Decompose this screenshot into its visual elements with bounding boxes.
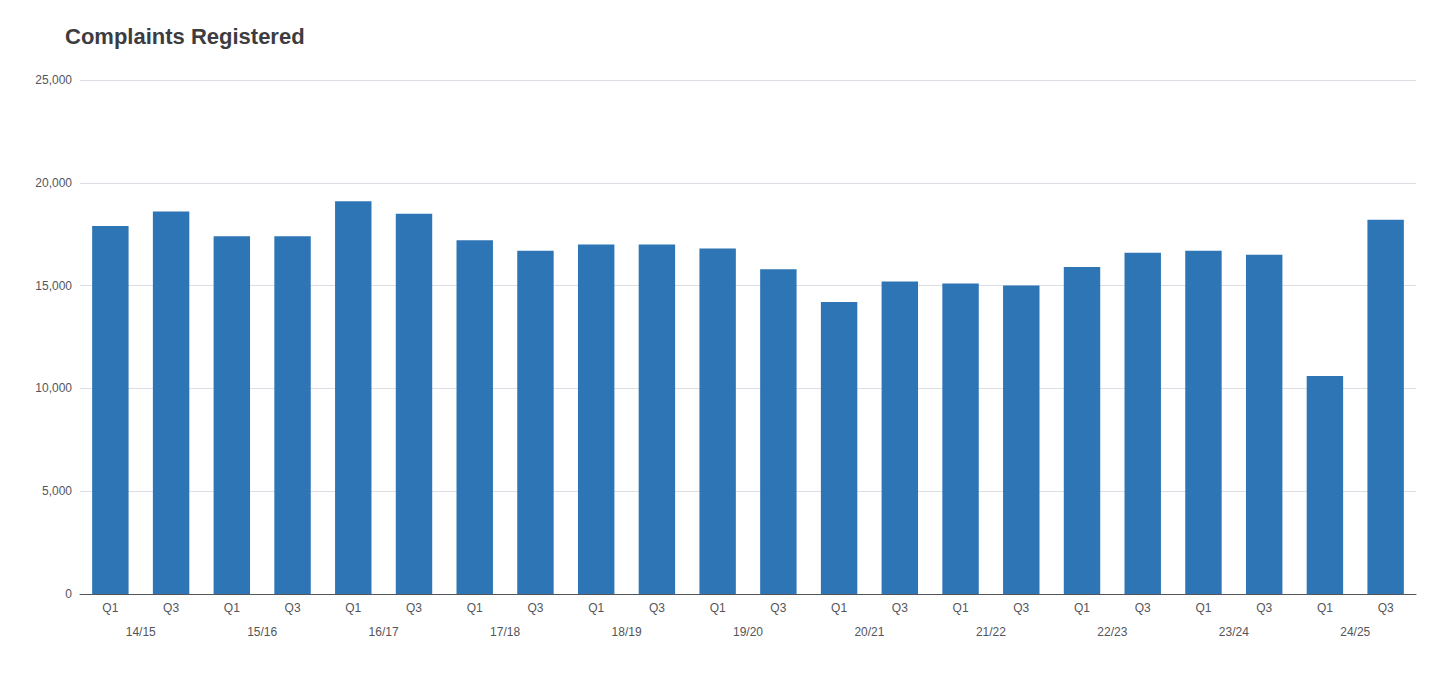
svg-text:22/23: 22/23: [1097, 625, 1127, 639]
svg-text:Q3: Q3: [1013, 601, 1029, 615]
svg-text:Q3: Q3: [527, 601, 543, 615]
svg-text:14/15: 14/15: [126, 625, 156, 639]
svg-text:Q1: Q1: [345, 601, 361, 615]
svg-text:25,000: 25,000: [35, 73, 72, 87]
svg-text:Q1: Q1: [710, 601, 726, 615]
svg-text:20/21: 20/21: [854, 625, 884, 639]
svg-text:10,000: 10,000: [35, 381, 72, 395]
svg-text:Q3: Q3: [163, 601, 179, 615]
svg-text:Q3: Q3: [1256, 601, 1272, 615]
svg-text:Complaints Registered: Complaints Registered: [65, 24, 305, 49]
svg-text:Q3: Q3: [406, 601, 422, 615]
svg-text:Q1: Q1: [1317, 601, 1333, 615]
svg-text:Q3: Q3: [285, 601, 301, 615]
svg-text:15/16: 15/16: [247, 625, 277, 639]
svg-text:18/19: 18/19: [612, 625, 642, 639]
svg-text:24/25: 24/25: [1340, 625, 1370, 639]
svg-text:Q1: Q1: [588, 601, 604, 615]
svg-text:21/22: 21/22: [976, 625, 1006, 639]
svg-text:23/24: 23/24: [1219, 625, 1249, 639]
svg-text:Q3: Q3: [892, 601, 908, 615]
svg-text:16/17: 16/17: [369, 625, 399, 639]
svg-text:Q1: Q1: [831, 601, 847, 615]
svg-text:17/18: 17/18: [490, 625, 520, 639]
svg-text:Q1: Q1: [467, 601, 483, 615]
svg-text:Q1: Q1: [953, 601, 969, 615]
svg-text:15,000: 15,000: [35, 279, 72, 293]
svg-text:Q1: Q1: [102, 601, 118, 615]
svg-text:5,000: 5,000: [42, 484, 72, 498]
svg-text:Q1: Q1: [1074, 601, 1090, 615]
svg-text:19/20: 19/20: [733, 625, 763, 639]
svg-text:20,000: 20,000: [35, 176, 72, 190]
svg-text:Q1: Q1: [1195, 601, 1211, 615]
svg-text:Q3: Q3: [770, 601, 786, 615]
svg-text:Q3: Q3: [649, 601, 665, 615]
svg-text:Q3: Q3: [1135, 601, 1151, 615]
svg-text:Q3: Q3: [1378, 601, 1394, 615]
svg-text:0: 0: [65, 587, 72, 601]
svg-text:Q1: Q1: [224, 601, 240, 615]
